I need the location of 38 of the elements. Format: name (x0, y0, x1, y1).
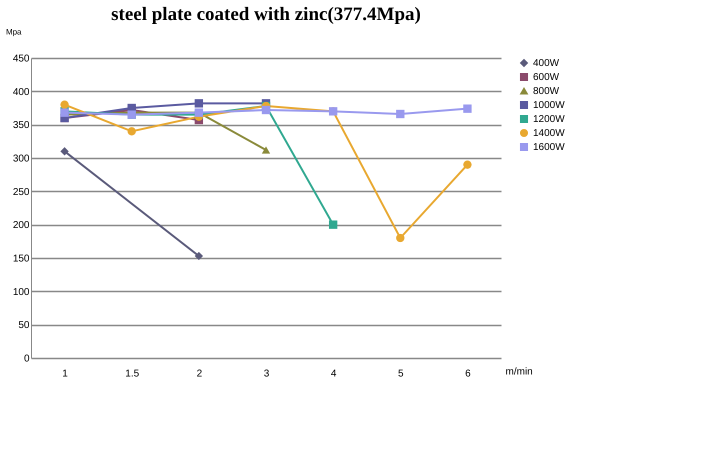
x-tick-label: 2 (196, 368, 203, 380)
legend-label: 800W (533, 86, 560, 97)
x-tick-label: 6 (465, 368, 472, 380)
chart-title: steel plate coated with zinc(377.4Mpa) (111, 4, 421, 25)
x-tick-label: 3 (264, 368, 270, 380)
x-tick-label: 1.5 (125, 368, 140, 380)
y-tick-label: 400 (12, 86, 30, 98)
x-tick-label: 5 (398, 368, 404, 380)
point (328, 220, 338, 229)
point (396, 234, 404, 242)
legend-label: 1400W (533, 128, 566, 139)
point (396, 110, 404, 118)
y-tick-label: 50 (18, 320, 30, 332)
point (194, 252, 204, 260)
point (194, 99, 204, 108)
legend-label: 400W (533, 58, 560, 69)
y-tick-label: 450 (12, 54, 30, 64)
legend-label: 1000W (533, 100, 566, 111)
y-tick-label: 350 (12, 120, 30, 132)
y-tick-label: 150 (12, 254, 30, 264)
y-axis-title: Mpa (6, 28, 22, 36)
point (60, 147, 69, 156)
x-tick-label: 1 (62, 368, 68, 380)
legend-label: 1600W (533, 142, 566, 153)
y-tick-label: 0 (24, 354, 30, 364)
y-tick-label: 200 (12, 220, 30, 232)
legend-label: 1200W (533, 114, 566, 125)
x-axis-title: m/min (506, 366, 533, 378)
y-tick-label: 250 (12, 186, 30, 198)
x-tick-label: 4 (330, 368, 337, 380)
point (262, 106, 270, 114)
point (463, 160, 472, 169)
point (60, 100, 69, 109)
y-tick-label: 100 (12, 286, 30, 298)
point (463, 104, 472, 113)
y-tick-label: 300 (12, 154, 30, 164)
point (128, 127, 136, 136)
legend-label: 600W (533, 72, 560, 83)
